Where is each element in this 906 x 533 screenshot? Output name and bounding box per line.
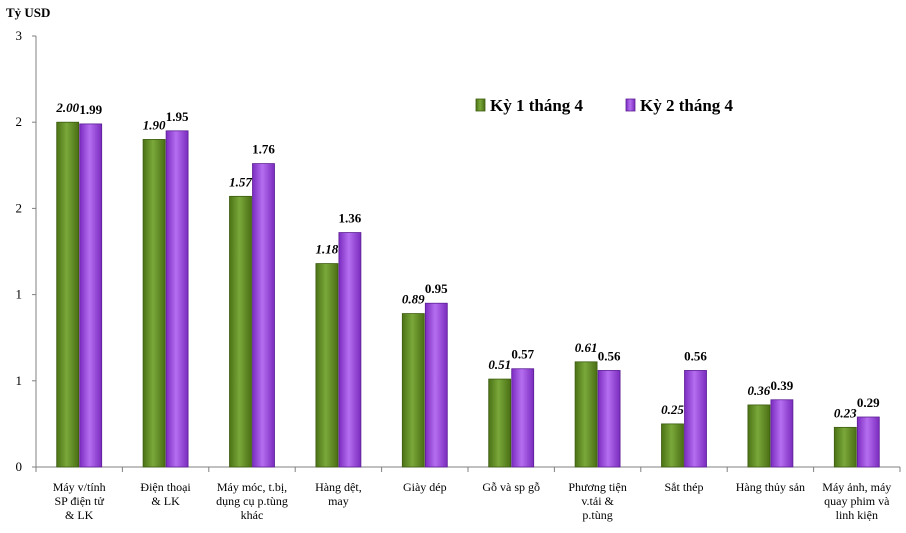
data-label-series-1: 0.36: [748, 383, 771, 398]
data-label-series-1: 1.90: [143, 117, 166, 132]
data-label-series-1: 1.57: [229, 174, 252, 189]
y-tick-label: 0: [16, 459, 23, 474]
bar-series-2: [252, 163, 275, 468]
category-label: Máy móc, t.bị,: [217, 480, 287, 494]
data-label-series-2: 1.99: [79, 102, 102, 117]
data-label-series-2: 0.29: [857, 395, 880, 410]
bar-series-1: [142, 139, 166, 468]
bar-series-2: [770, 399, 794, 468]
category-label: Gỗ và sp gỗ: [482, 480, 540, 494]
category-label: khác: [241, 508, 264, 522]
bar-series-2: [511, 368, 535, 468]
data-label-series-2: 0.57: [511, 347, 534, 362]
category-label: quay phim và: [824, 494, 890, 508]
bar-series-2: [165, 130, 189, 468]
legend-swatch-series-1: [475, 98, 486, 112]
category-label: SP điện tử: [54, 494, 104, 508]
bar-series-2: [338, 232, 362, 468]
bar-series-2: [79, 123, 103, 468]
category-label: dụng cụ p.tùng: [216, 494, 288, 508]
category-label: v.tải &: [581, 494, 614, 508]
category-label: Điện thoại: [140, 480, 191, 494]
category-label: Giày dép: [403, 480, 447, 494]
data-label-series-2: 1.95: [166, 109, 189, 124]
category-label: linh kiện: [836, 508, 878, 522]
bar-series-1: [747, 404, 771, 468]
y-tick-label: 1: [16, 287, 23, 302]
category-label: Máy v/tính: [53, 480, 106, 494]
data-label-series-2: 1.76: [252, 142, 275, 157]
data-label-series-1: 0.23: [834, 405, 857, 420]
bar-series-1: [315, 263, 339, 468]
bar-series-1: [488, 378, 512, 468]
bar-series-1: [833, 426, 857, 468]
category-label: Phương tiện: [568, 480, 627, 494]
bar-series-2: [856, 416, 880, 468]
bar-series-2: [684, 370, 707, 468]
legend-swatch-series-2: [625, 98, 636, 112]
y-tick-label: 3: [16, 28, 23, 43]
data-label-series-1: 0.25: [661, 402, 684, 417]
y-tick-label: 2: [16, 114, 23, 129]
category-label: & LK: [65, 508, 94, 522]
data-label-series-1: 0.51: [488, 357, 511, 372]
bar-series-1: [574, 361, 598, 468]
y-tick-label: 2: [16, 200, 23, 215]
data-label-series-1: 0.61: [575, 340, 598, 355]
data-label-series-1: 0.89: [402, 292, 425, 307]
bar-series-1: [229, 195, 252, 468]
data-label-series-1: 2.00: [55, 100, 79, 115]
bar-series-1: [56, 121, 80, 468]
data-label-series-2: 1.36: [339, 211, 362, 226]
data-label-series-2: 0.56: [598, 348, 621, 363]
legend-label-series-2: Kỳ 2 tháng 4: [640, 96, 734, 115]
legend-label-series-1: Kỳ 1 tháng 4: [490, 96, 584, 115]
data-label-series-2: 0.56: [684, 348, 707, 363]
bar-series-1: [661, 423, 684, 468]
data-label-series-1: 1.18: [316, 242, 339, 257]
category-label: & LK: [151, 494, 180, 508]
category-label: Hàng thủy sản: [736, 480, 805, 494]
category-label: p.tùng: [582, 508, 612, 522]
bar-series-2: [597, 370, 621, 468]
category-label: Máy ảnh, máy: [822, 480, 891, 494]
y-tick-label: 1: [16, 373, 23, 388]
bar-series-1: [401, 313, 425, 468]
bar-series-2: [424, 302, 448, 468]
category-label: may: [328, 494, 349, 508]
category-label: Hàng dệt,: [315, 480, 362, 494]
category-label: Sắt thép: [665, 480, 704, 494]
y-axis-label: Tỷ USD: [6, 5, 50, 20]
data-label-series-2: 0.39: [771, 378, 794, 393]
data-label-series-2: 0.95: [425, 281, 448, 296]
